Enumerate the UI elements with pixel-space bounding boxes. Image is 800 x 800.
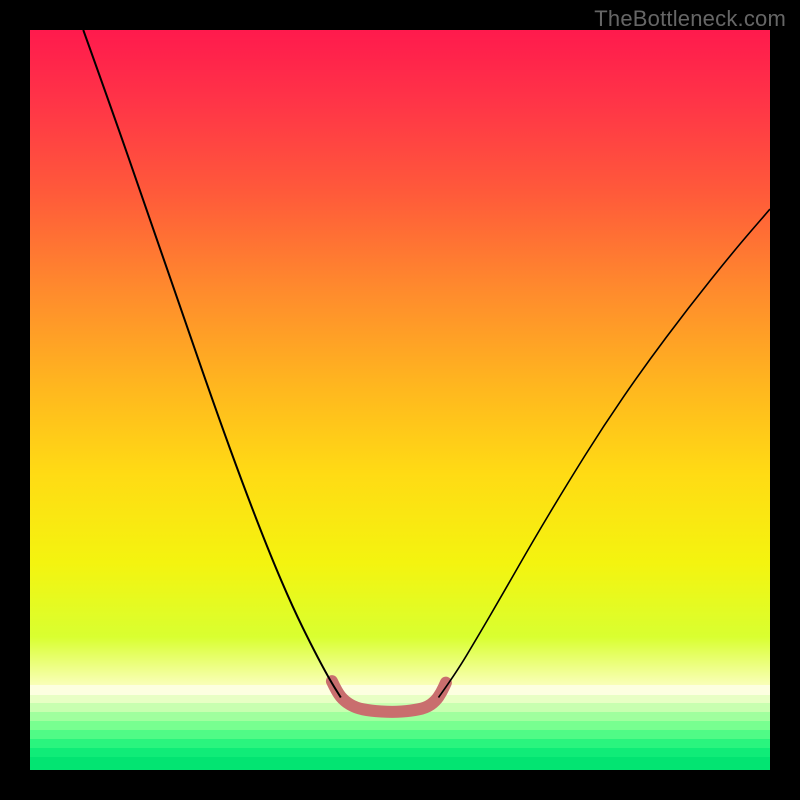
plot-area	[30, 30, 770, 770]
valley-highlight-curve	[332, 681, 446, 712]
right-curve	[438, 209, 770, 697]
left-curve	[83, 30, 341, 697]
curves-layer	[30, 30, 770, 770]
chart-frame: TheBottleneck.com	[0, 0, 800, 800]
watermark-text: TheBottleneck.com	[594, 6, 786, 32]
